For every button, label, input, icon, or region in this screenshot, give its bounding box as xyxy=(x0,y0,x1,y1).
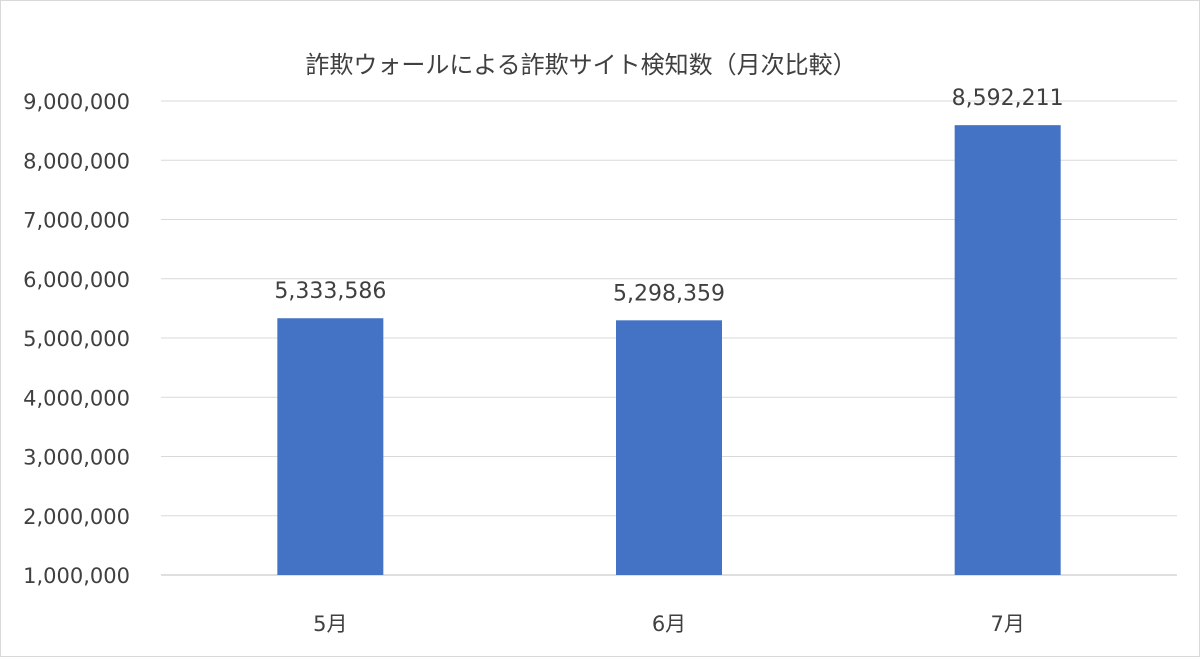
x-tick-label: 6月 xyxy=(652,612,686,636)
y-tick-label: 6,000,000 xyxy=(23,268,130,292)
y-tick-label: 5,000,000 xyxy=(23,327,130,351)
data-label: 5,333,586 xyxy=(274,279,386,304)
y-tick-label: 9,000,000 xyxy=(23,90,130,114)
data-label: 5,298,359 xyxy=(613,281,725,306)
y-tick-label: 8,000,000 xyxy=(23,149,130,173)
x-tick-label: 5月 xyxy=(313,612,347,636)
y-tick-label: 3,000,000 xyxy=(23,446,130,470)
y-tick-label: 1,000,000 xyxy=(23,564,130,588)
y-tick-label: 2,000,000 xyxy=(23,505,130,529)
y-axis-ticks: 1,000,000 2,000,000 3,000,000 4,000,000 5,00… xyxy=(23,90,130,588)
y-tick-label: 4,000,000 xyxy=(23,386,130,410)
bar-2 xyxy=(616,320,722,575)
x-axis-ticks: 5月 6月 7月 xyxy=(313,612,1025,636)
data-label: 8,592,211 xyxy=(952,86,1064,111)
bar-1 xyxy=(277,318,384,575)
chart-title: 詐欺ウォールによる詐欺サイト検知数（月次比較） xyxy=(305,51,856,79)
bars xyxy=(277,125,1061,575)
data-labels: 5,333,586 5,298,359 8,592,211 xyxy=(274,86,1063,306)
x-tick-label: 7月 xyxy=(990,612,1024,636)
y-tick-label: 7,000,000 xyxy=(23,209,130,233)
bar-3 xyxy=(954,125,1061,575)
